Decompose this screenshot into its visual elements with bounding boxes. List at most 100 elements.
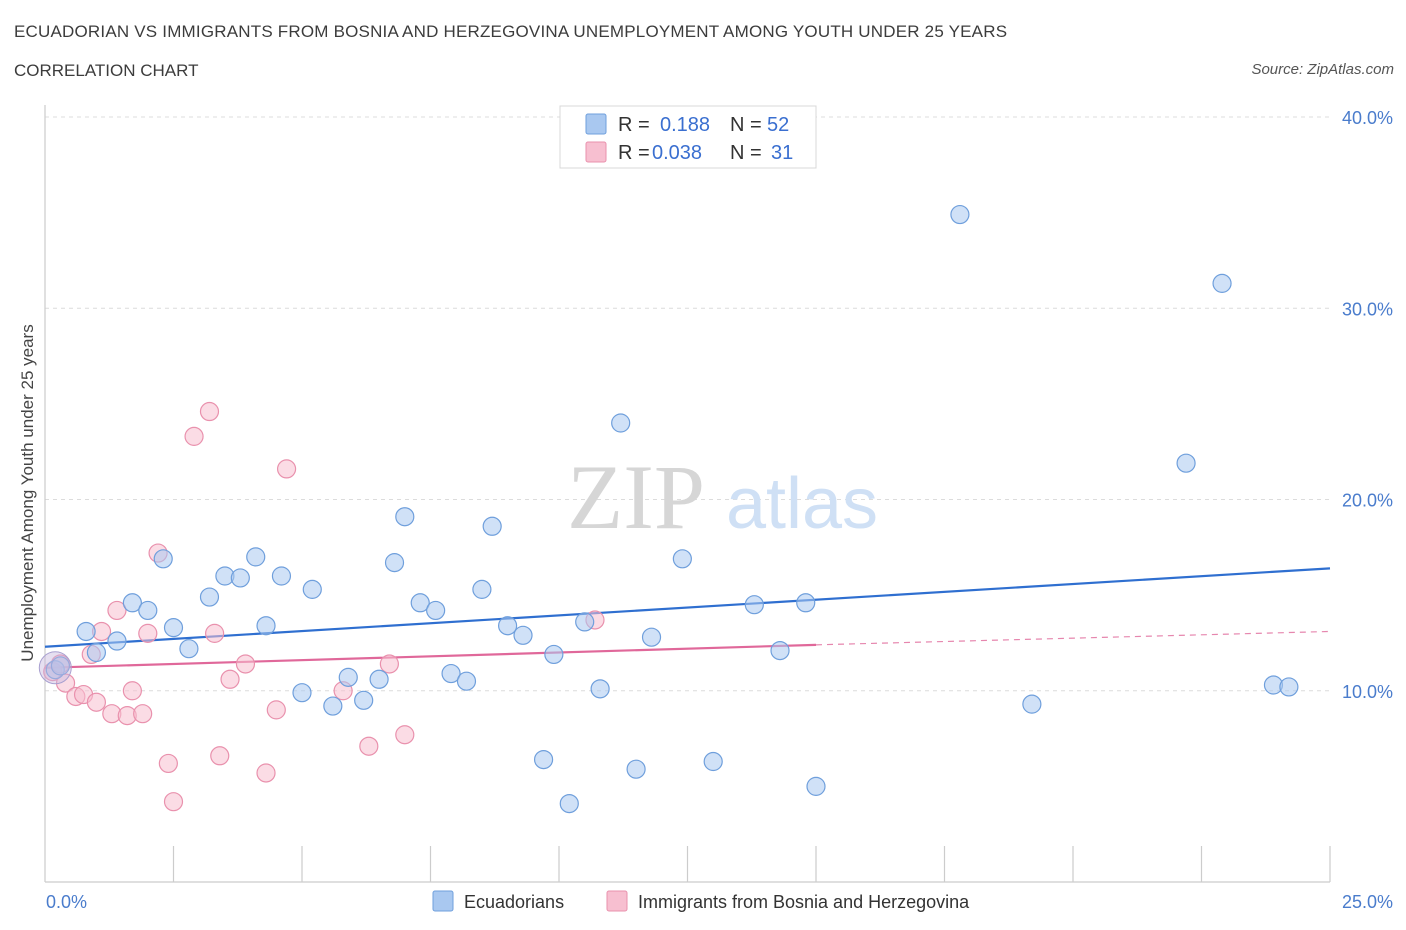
point-ecuadorians xyxy=(575,612,595,632)
point-ecuadorians xyxy=(230,568,250,588)
bottom-legend-bosnia: Immigrants from Bosnia and Herzegovina xyxy=(638,892,970,912)
point-ecuadorians xyxy=(626,759,646,779)
series-legend: Ecuadorians Immigrants from Bosnia and H… xyxy=(432,890,970,912)
point-bosnia xyxy=(220,669,240,689)
point-ecuadorians xyxy=(1022,694,1042,714)
point-ecuadorians xyxy=(672,549,692,569)
trend-line-bosnia-extension xyxy=(815,630,1331,646)
legend-r-value-2: 0.038 xyxy=(652,142,702,164)
point-ecuadorians xyxy=(163,618,184,638)
point-ecuadorians xyxy=(641,627,662,647)
point-ecuadorians xyxy=(302,579,322,599)
data-points xyxy=(38,204,1299,814)
gridlines xyxy=(45,116,1330,692)
point-ecuadorians xyxy=(338,667,358,687)
point-bosnia xyxy=(163,792,184,812)
chart-title: ECUADORIAN VS IMMIGRANTS FROM BOSNIA AND… xyxy=(14,22,1008,41)
point-bosnia xyxy=(395,725,415,745)
trend-line-bosnia xyxy=(44,643,817,669)
point-ecuadorians xyxy=(703,751,723,772)
y-tick-label: 30.0% xyxy=(1342,299,1393,319)
point-ecuadorians xyxy=(1279,677,1299,697)
point-ecuadorians xyxy=(122,593,142,613)
point-bosnia xyxy=(55,673,76,693)
point-bosnia xyxy=(379,654,399,674)
point-bosnia xyxy=(86,692,107,712)
point-bosnia xyxy=(199,401,220,422)
point-ecuadorians xyxy=(770,640,790,661)
point-ecuadorians xyxy=(498,616,518,636)
point-bosnia xyxy=(184,426,204,446)
point-bosnia xyxy=(107,600,127,621)
point-ecuadorians xyxy=(441,663,461,684)
legend-r-label-1: R = xyxy=(618,114,650,136)
legend-n-label-2: N = xyxy=(730,142,762,164)
point-ecuadorians xyxy=(1176,453,1196,473)
point-ecuadorians xyxy=(271,566,292,586)
point-ecuadorians xyxy=(611,413,631,433)
bottom-legend-swatch-bosnia xyxy=(606,890,628,912)
point-ecuadorians xyxy=(744,595,764,615)
point-bosnia xyxy=(359,736,379,756)
stats-legend: R = 0.188 N = 52 R = 0.038 N = 31 xyxy=(559,105,817,169)
point-ecuadorians xyxy=(292,683,312,703)
point-ecuadorians xyxy=(384,553,405,573)
point-ecuadorians xyxy=(533,749,554,770)
point-ecuadorians xyxy=(796,593,816,613)
point-bosnia xyxy=(235,654,256,674)
y-tick-label: 10.0% xyxy=(1342,682,1393,702)
axes: 10.0% 20.0% 30.0% 40.0% 0.0% 25.0% xyxy=(44,105,1393,912)
point-cluster xyxy=(38,651,72,685)
legend-r-value-1: 0.188 xyxy=(660,114,710,136)
point-ecuadorians xyxy=(806,776,826,796)
point-bosnia xyxy=(266,700,286,720)
point-ecuadorians xyxy=(410,593,430,613)
y-axis-label: Unemployment Among Youth under 25 years xyxy=(18,324,37,661)
point-ecuadorians xyxy=(544,644,564,665)
trend-lines xyxy=(44,567,1331,669)
legend-swatch-ecuadorians xyxy=(585,113,607,135)
point-ecuadorians xyxy=(246,547,266,567)
point-ecuadorians xyxy=(513,625,533,645)
point-ecuadorians xyxy=(426,600,446,621)
trend-line-ecuadorians xyxy=(44,567,1331,648)
point-ecuadorians xyxy=(395,507,415,527)
point-ecuadorians xyxy=(179,639,199,659)
point-ecuadorians xyxy=(456,671,477,691)
legend-swatch-bosnia xyxy=(585,141,607,163)
bottom-legend-swatch-ecuadorians xyxy=(432,890,454,912)
point-bosnia xyxy=(158,753,178,774)
chart-subtitle: CORRELATION CHART xyxy=(14,61,199,80)
legend-r-label-2: R = xyxy=(618,142,650,164)
point-ecuadorians xyxy=(76,621,96,642)
watermark-atlas: atlas xyxy=(726,464,878,544)
point-ecuadorians xyxy=(50,656,71,676)
point-bosnia xyxy=(276,459,297,479)
legend-n-label-1: N = xyxy=(730,114,762,136)
watermark-zip: ZIP xyxy=(567,446,705,548)
point-ecuadorians xyxy=(482,516,502,536)
point-ecuadorians xyxy=(199,587,220,607)
point-ecuadorians xyxy=(107,631,127,651)
y-tick-label: 40.0% xyxy=(1342,108,1393,128)
point-ecuadorians xyxy=(1212,273,1232,293)
legend-n-value-2: 31 xyxy=(771,142,793,164)
point-ecuadorians xyxy=(86,642,107,663)
x-tick-label-max: 25.0% xyxy=(1342,892,1393,912)
point-ecuadorians xyxy=(590,679,610,699)
point-bosnia xyxy=(205,623,225,643)
point-ecuadorians xyxy=(153,549,173,569)
y-tick-label: 20.0% xyxy=(1342,491,1393,511)
point-bosnia xyxy=(138,623,158,643)
point-ecuadorians xyxy=(472,579,492,599)
source-label: Source: ZipAtlas.com xyxy=(1251,61,1394,78)
point-ecuadorians xyxy=(369,669,389,689)
bottom-legend-ecuadorians: Ecuadorians xyxy=(464,892,564,912)
point-ecuadorians xyxy=(138,600,158,621)
point-ecuadorians xyxy=(256,616,276,636)
point-bosnia xyxy=(256,763,276,783)
point-ecuadorians xyxy=(950,204,970,225)
point-ecuadorians xyxy=(323,696,343,716)
point-ecuadorians xyxy=(559,793,579,814)
